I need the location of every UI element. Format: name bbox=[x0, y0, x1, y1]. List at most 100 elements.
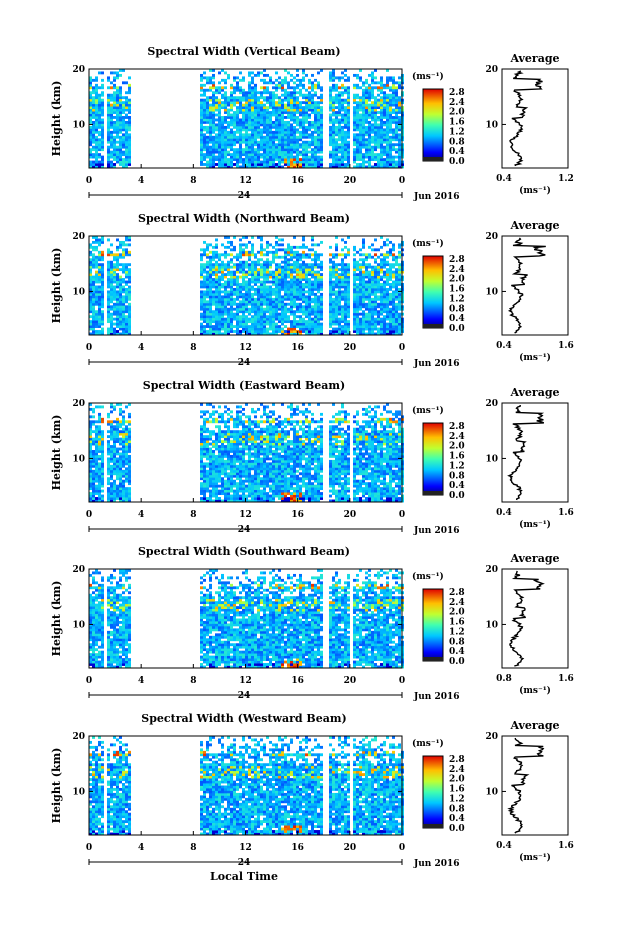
heatmap-cells bbox=[89, 569, 404, 668]
average-y-tick-label: 10 bbox=[485, 454, 498, 464]
average-y-tick-label: 10 bbox=[485, 620, 498, 630]
average-x-tick-label: 0.8 bbox=[496, 674, 512, 684]
colorbar-tick-label: 0.0 bbox=[449, 657, 465, 667]
x-tick-label: 8 bbox=[190, 676, 196, 686]
average-x-tick-label: 1.6 bbox=[558, 674, 574, 684]
colorbar bbox=[423, 256, 443, 328]
average-frame bbox=[502, 403, 568, 502]
colorbar-unit: (ms⁻¹) bbox=[412, 238, 444, 249]
y-tick-label: 20 bbox=[72, 232, 85, 242]
colorbar-tick-label: 2.8 bbox=[449, 88, 465, 98]
average-y-tick-label: 20 bbox=[485, 65, 498, 75]
y-tick-label: 10 bbox=[72, 620, 85, 630]
average-y-tick-label: 20 bbox=[485, 565, 498, 575]
x-tick-label: 0 bbox=[86, 676, 92, 686]
y-tick-label: 10 bbox=[72, 120, 85, 130]
panel-title: Spectral Width (Eastward Beam) bbox=[143, 379, 345, 392]
panel-title: Spectral Width (Westward Beam) bbox=[141, 712, 346, 725]
x-tick-label: 12 bbox=[239, 176, 252, 186]
colorbar-tick-label: 1.6 bbox=[449, 118, 465, 128]
colorbar-tick-label: 2.0 bbox=[449, 108, 465, 118]
x-tick-label: 8 bbox=[190, 176, 196, 186]
y-axis-label: Height (km) bbox=[50, 581, 63, 657]
day-label: 24 bbox=[238, 691, 251, 701]
colorbar-tick-label: 1.2 bbox=[449, 461, 465, 471]
y-axis-label: Height (km) bbox=[50, 248, 63, 324]
x-axis-label: Local Time bbox=[210, 870, 278, 883]
date-label: Jun 2016 bbox=[413, 526, 460, 536]
y-tick-label: 20 bbox=[72, 565, 85, 575]
colorbar-tick-label: 2.8 bbox=[449, 422, 465, 432]
heatmap-cells bbox=[89, 403, 404, 502]
average-x-tick-label: 1.2 bbox=[558, 174, 574, 184]
average-y-tick-label: 10 bbox=[485, 787, 498, 797]
colorbar bbox=[423, 423, 443, 495]
colorbar-tick-label: 1.2 bbox=[449, 127, 465, 137]
x-tick-label: 12 bbox=[239, 510, 252, 520]
x-tick-label: 0 bbox=[399, 843, 405, 853]
x-tick-label: 12 bbox=[239, 843, 252, 853]
average-y-tick-label: 10 bbox=[485, 287, 498, 297]
average-x-tick-label: 0.4 bbox=[496, 508, 512, 518]
colorbar-unit: (ms⁻¹) bbox=[412, 71, 444, 82]
x-tick-label: 20 bbox=[344, 176, 357, 186]
date-label: Jun 2016 bbox=[413, 692, 460, 702]
average-profile-line bbox=[510, 238, 546, 333]
average-title: Average bbox=[509, 552, 559, 565]
y-axis-label: Height (km) bbox=[50, 748, 63, 824]
panel-title: Spectral Width (Vertical Beam) bbox=[147, 45, 340, 58]
average-y-tick-label: 20 bbox=[485, 732, 498, 742]
y-tick-label: 20 bbox=[72, 65, 85, 75]
average-title: Average bbox=[509, 719, 559, 732]
average-x-label: (ms⁻¹) bbox=[519, 185, 551, 196]
beam-panel-1: Spectral Width (Northward Beam)Height (k… bbox=[50, 212, 574, 369]
average-title: Average bbox=[509, 52, 559, 65]
colorbar-tick-label: 0.8 bbox=[449, 137, 465, 147]
x-tick-label: 20 bbox=[344, 676, 357, 686]
x-tick-label: 16 bbox=[291, 843, 304, 853]
colorbar-tick-label: 1.6 bbox=[449, 452, 465, 462]
colorbar-tick-label: 0.8 bbox=[449, 637, 465, 647]
x-tick-label: 4 bbox=[138, 343, 144, 353]
y-axis-label: Height (km) bbox=[50, 415, 63, 491]
beam-panel-4: Spectral Width (Westward Beam) Height (km… bbox=[50, 712, 574, 869]
colorbar-tick-label: 0.4 bbox=[449, 314, 465, 324]
average-frame bbox=[502, 569, 568, 668]
colorbar-tick-label: 2.0 bbox=[449, 275, 465, 285]
colorbar-unit: (ms⁻¹) bbox=[412, 405, 444, 416]
average-x-label: (ms⁻¹) bbox=[519, 685, 551, 696]
colorbar bbox=[423, 589, 443, 661]
average-y-tick-label: 20 bbox=[485, 399, 498, 409]
day-label: 24 bbox=[238, 358, 251, 368]
day-label: 24 bbox=[238, 525, 251, 535]
average-x-tick-label: 0.4 bbox=[496, 341, 512, 351]
average-profile-line bbox=[510, 71, 543, 166]
x-tick-label: 4 bbox=[138, 510, 144, 520]
average-y-tick-label: 10 bbox=[485, 120, 498, 130]
colorbar-tick-label: 0.4 bbox=[449, 647, 465, 657]
colorbar-tick-label: 1.6 bbox=[449, 785, 465, 795]
colorbar-tick-label: 0.0 bbox=[449, 824, 465, 834]
colorbar-tick-label: 2.8 bbox=[449, 755, 465, 765]
heatmap-cells bbox=[89, 736, 404, 835]
x-tick-label: 0 bbox=[399, 676, 405, 686]
x-tick-label: 16 bbox=[291, 510, 304, 520]
average-profile-line bbox=[510, 571, 543, 666]
x-tick-label: 16 bbox=[291, 343, 304, 353]
y-axis-label: Height (km) bbox=[50, 81, 63, 157]
colorbar-tick-label: 2.0 bbox=[449, 608, 465, 618]
date-label: Jun 2016 bbox=[413, 359, 460, 369]
colorbar-tick-label: 0.4 bbox=[449, 481, 465, 491]
x-tick-label: 8 bbox=[190, 343, 196, 353]
average-x-tick-label: 1.6 bbox=[558, 841, 574, 851]
x-tick-label: 20 bbox=[344, 843, 357, 853]
colorbar-tick-label: 0.0 bbox=[449, 491, 465, 501]
colorbar-tick-label: 2.4 bbox=[449, 598, 465, 608]
x-tick-label: 4 bbox=[138, 676, 144, 686]
colorbar-tick-label: 0.4 bbox=[449, 814, 465, 824]
heatmap-cells bbox=[89, 69, 404, 168]
colorbar-tick-label: 2.4 bbox=[449, 265, 465, 275]
x-tick-label: 0 bbox=[86, 343, 92, 353]
date-label: Jun 2016 bbox=[413, 859, 460, 869]
